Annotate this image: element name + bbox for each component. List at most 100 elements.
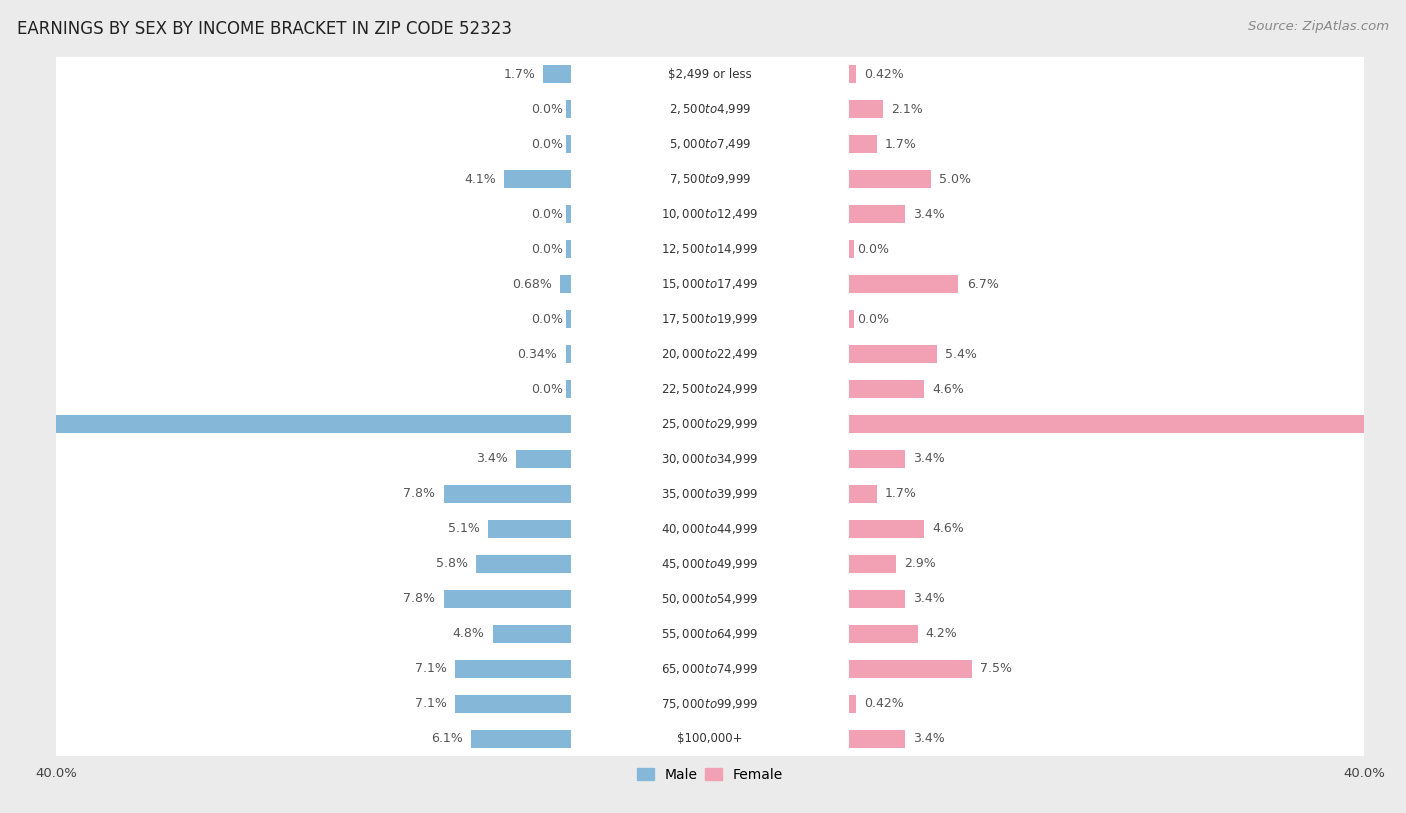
Bar [560, 275, 571, 293]
Bar [565, 345, 571, 363]
Text: 4.2%: 4.2% [925, 628, 957, 640]
Bar [56, 57, 1364, 92]
Text: $100,000+: $100,000+ [678, 733, 742, 745]
Bar [849, 310, 853, 328]
Text: 0.0%: 0.0% [531, 243, 562, 255]
Bar [56, 197, 1364, 232]
Text: 7.1%: 7.1% [415, 663, 447, 675]
Bar [56, 267, 1364, 302]
FancyBboxPatch shape [643, 202, 778, 227]
Text: $25,000 to $29,999: $25,000 to $29,999 [661, 417, 759, 431]
Bar [56, 302, 1364, 337]
Text: 0.42%: 0.42% [865, 68, 904, 80]
Bar [56, 406, 1364, 441]
Bar [849, 450, 904, 468]
Text: 0.0%: 0.0% [531, 313, 562, 325]
Bar [56, 581, 1364, 616]
Bar [567, 100, 571, 119]
Text: $20,000 to $22,499: $20,000 to $22,499 [661, 347, 759, 361]
Text: $65,000 to $74,999: $65,000 to $74,999 [661, 662, 759, 676]
FancyBboxPatch shape [643, 411, 778, 437]
Bar [567, 240, 571, 259]
FancyBboxPatch shape [643, 376, 778, 402]
Bar [477, 554, 571, 573]
Text: 7.1%: 7.1% [415, 698, 447, 710]
Text: $30,000 to $34,999: $30,000 to $34,999 [661, 452, 759, 466]
Text: 4.1%: 4.1% [464, 173, 496, 185]
Text: 0.0%: 0.0% [858, 313, 889, 325]
Text: 5.0%: 5.0% [939, 173, 972, 185]
Text: 3.4%: 3.4% [912, 453, 945, 465]
Bar [516, 450, 571, 468]
Bar [56, 546, 1364, 581]
Bar [567, 205, 571, 224]
Text: $7,500 to $9,999: $7,500 to $9,999 [669, 172, 751, 186]
Text: 5.1%: 5.1% [447, 523, 479, 535]
FancyBboxPatch shape [643, 237, 778, 262]
FancyBboxPatch shape [643, 62, 778, 87]
Text: 0.34%: 0.34% [517, 348, 557, 360]
Text: 5.8%: 5.8% [436, 558, 468, 570]
Text: 7.5%: 7.5% [980, 663, 1012, 675]
Text: $50,000 to $54,999: $50,000 to $54,999 [661, 592, 759, 606]
Bar [849, 415, 1406, 433]
Text: EARNINGS BY SEX BY INCOME BRACKET IN ZIP CODE 52323: EARNINGS BY SEX BY INCOME BRACKET IN ZIP… [17, 20, 512, 38]
Bar [849, 589, 904, 608]
Bar [444, 589, 571, 608]
Text: 3.4%: 3.4% [475, 453, 508, 465]
Text: 4.6%: 4.6% [932, 383, 965, 395]
Bar [444, 485, 571, 503]
Bar [56, 127, 1364, 162]
Text: $75,000 to $99,999: $75,000 to $99,999 [661, 697, 759, 711]
Text: 2.1%: 2.1% [891, 103, 924, 115]
Text: 6.1%: 6.1% [432, 733, 463, 745]
FancyBboxPatch shape [643, 272, 778, 297]
FancyBboxPatch shape [643, 656, 778, 681]
Text: 5.4%: 5.4% [945, 348, 977, 360]
Text: $10,000 to $12,499: $10,000 to $12,499 [661, 207, 759, 221]
Text: $40,000 to $44,999: $40,000 to $44,999 [661, 522, 759, 536]
Bar [849, 729, 904, 748]
Text: $2,499 or less: $2,499 or less [668, 68, 752, 80]
Text: 7.8%: 7.8% [404, 488, 436, 500]
Text: 1.7%: 1.7% [884, 488, 917, 500]
Text: $35,000 to $39,999: $35,000 to $39,999 [661, 487, 759, 501]
Text: 0.0%: 0.0% [531, 103, 562, 115]
Bar [567, 310, 571, 328]
Bar [849, 554, 897, 573]
Bar [849, 170, 931, 189]
Bar [56, 232, 1364, 267]
Bar [849, 205, 904, 224]
Text: $2,500 to $4,999: $2,500 to $4,999 [669, 102, 751, 116]
Bar [543, 65, 571, 84]
Text: $5,000 to $7,499: $5,000 to $7,499 [669, 137, 751, 151]
Text: 0.0%: 0.0% [531, 208, 562, 220]
Bar [56, 92, 1364, 127]
Bar [505, 170, 571, 189]
Text: 0.68%: 0.68% [512, 278, 551, 290]
Text: 0.42%: 0.42% [865, 698, 904, 710]
Bar [849, 624, 918, 643]
Text: 3.4%: 3.4% [912, 208, 945, 220]
Bar [849, 694, 856, 713]
FancyBboxPatch shape [643, 341, 778, 367]
Text: Source: ZipAtlas.com: Source: ZipAtlas.com [1249, 20, 1389, 33]
Bar [56, 476, 1364, 511]
Text: 3.4%: 3.4% [912, 733, 945, 745]
Bar [471, 729, 571, 748]
Legend: Male, Female: Male, Female [631, 763, 789, 788]
FancyBboxPatch shape [643, 621, 778, 646]
Bar [56, 616, 1364, 651]
Bar [849, 520, 924, 538]
Bar [849, 275, 959, 293]
Text: 0.0%: 0.0% [531, 383, 562, 395]
FancyBboxPatch shape [643, 446, 778, 472]
Text: 7.8%: 7.8% [404, 593, 436, 605]
Bar [56, 651, 1364, 686]
Bar [567, 135, 571, 154]
Bar [849, 65, 856, 84]
Text: $22,500 to $24,999: $22,500 to $24,999 [661, 382, 759, 396]
Bar [849, 345, 938, 363]
Bar [56, 162, 1364, 197]
Text: 0.0%: 0.0% [531, 138, 562, 150]
